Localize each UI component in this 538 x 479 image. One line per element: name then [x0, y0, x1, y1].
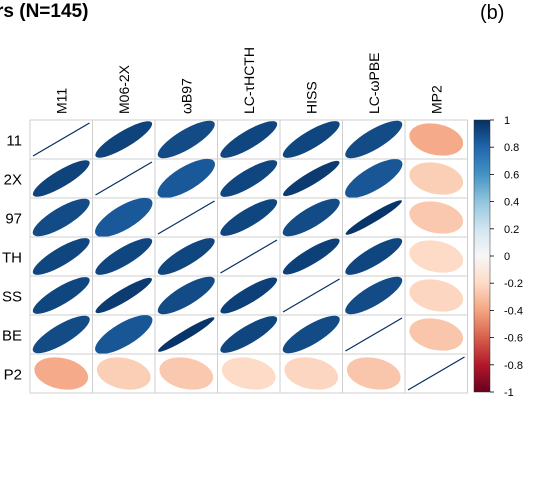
- correlation-ellipse: [32, 315, 90, 354]
- correlation-ellipse: [32, 238, 90, 275]
- correlation-ellipse: [345, 238, 403, 275]
- correlation-ellipse: [345, 159, 403, 198]
- correlation-ellipse: [282, 198, 340, 237]
- colorbar: 1 0.8 0.6 0.4 0.2 0 -0.2 -0.4 -0.6 -0.8 -1: [473, 115, 523, 399]
- column-label: M06-2X: [116, 64, 132, 114]
- correlation-ellipse: [282, 160, 340, 197]
- row-label: 2X: [4, 172, 22, 189]
- colorbar-tick-label: -0.6: [504, 333, 523, 345]
- correlation-ellipse: [220, 277, 278, 314]
- colorbar-tick-label: -1: [504, 387, 514, 399]
- row-label: TH: [2, 250, 22, 267]
- diagonal-mark: [282, 278, 340, 313]
- colorbar-tick-label: 0: [504, 251, 510, 263]
- colorbar-tick-label: 0.8: [504, 142, 519, 154]
- colorbar-tick-label: -0.4: [504, 305, 523, 317]
- colorbar-tick-label: 0.4: [504, 197, 519, 209]
- colorbar-tick-label: -0.8: [504, 360, 523, 372]
- correlation-ellipse: [346, 357, 401, 390]
- matrix-cells: [29, 119, 468, 394]
- correlation-ellipse: [159, 357, 214, 390]
- diagonal-mark: [157, 200, 215, 235]
- row-label: 97: [5, 211, 22, 228]
- diagonal-mark: [345, 317, 403, 352]
- correlation-ellipse: [282, 238, 340, 275]
- column-label: LC-ωPBE: [366, 52, 382, 114]
- correlation-ellipse: [409, 279, 464, 312]
- diagonal-mark: [407, 356, 465, 391]
- correlation-ellipse: [157, 276, 215, 315]
- correlation-ellipse: [409, 201, 464, 234]
- colorbar-tick-label: -0.2: [504, 278, 523, 290]
- diagonal-mark: [32, 122, 90, 157]
- correlation-ellipse: [96, 357, 151, 390]
- correlation-ellipse: [345, 120, 403, 159]
- correlation-ellipse: [95, 315, 153, 354]
- colorbar-tick-label: 0.6: [504, 169, 519, 181]
- diagonal-mark: [95, 161, 153, 196]
- correlation-ellipse: [157, 158, 215, 199]
- correlation-ellipse: [282, 315, 340, 354]
- correlation-ellipse: [284, 357, 339, 390]
- correlation-ellipse: [157, 120, 215, 159]
- column-label: ωB97: [178, 78, 194, 114]
- chart-title: rs (N=145): [0, 1, 89, 22]
- correlation-ellipse: [32, 198, 90, 237]
- column-label: HISS: [303, 81, 319, 114]
- correlation-ellipse: [95, 238, 153, 275]
- correlation-ellipse: [32, 160, 90, 197]
- correlation-ellipse: [345, 276, 403, 315]
- correlation-ellipse: [409, 162, 464, 195]
- correlation-ellipse: [409, 123, 464, 156]
- column-label: LC-τHCTH: [241, 47, 257, 114]
- correlation-ellipse: [220, 316, 278, 353]
- row-label: SS: [2, 289, 22, 306]
- correlation-ellipse: [282, 121, 340, 158]
- correlation-ellipse: [220, 160, 278, 197]
- correlation-ellipse: [158, 317, 215, 352]
- colorbar-tick-label: 0.2: [504, 224, 519, 236]
- correlation-ellipse: [409, 240, 464, 273]
- colorbar-gradient: [473, 119, 491, 393]
- column-label: M11: [53, 88, 69, 114]
- panel-label: (b): [480, 2, 505, 24]
- row-labels: 11 2X 97 TH SS BE P2: [2, 133, 22, 384]
- correlation-ellipse: [95, 197, 153, 238]
- column-labels: M11 M06-2X ωB97 LC-τHCTH HISS LC-ωPBE MP2: [53, 47, 444, 114]
- diagonal-mark: [220, 239, 278, 274]
- correlation-ellipse: [95, 277, 153, 314]
- correlation-ellipse: [345, 200, 402, 235]
- correlation-ellipse: [34, 357, 89, 390]
- correlation-ellipse: [157, 238, 215, 275]
- correlation-ellipse: [95, 121, 153, 158]
- correlation-ellipse: [32, 277, 90, 314]
- row-label: BE: [2, 328, 22, 345]
- correlation-ellipse: [221, 357, 276, 390]
- correlation-ellipse: [409, 318, 464, 351]
- column-label: MP2: [428, 85, 444, 114]
- correlation-ellipse: [220, 121, 278, 158]
- row-label: 11: [6, 133, 22, 150]
- row-label: P2: [4, 367, 22, 384]
- colorbar-tick-label: 1: [504, 115, 510, 127]
- correlation-ellipse: [220, 199, 278, 236]
